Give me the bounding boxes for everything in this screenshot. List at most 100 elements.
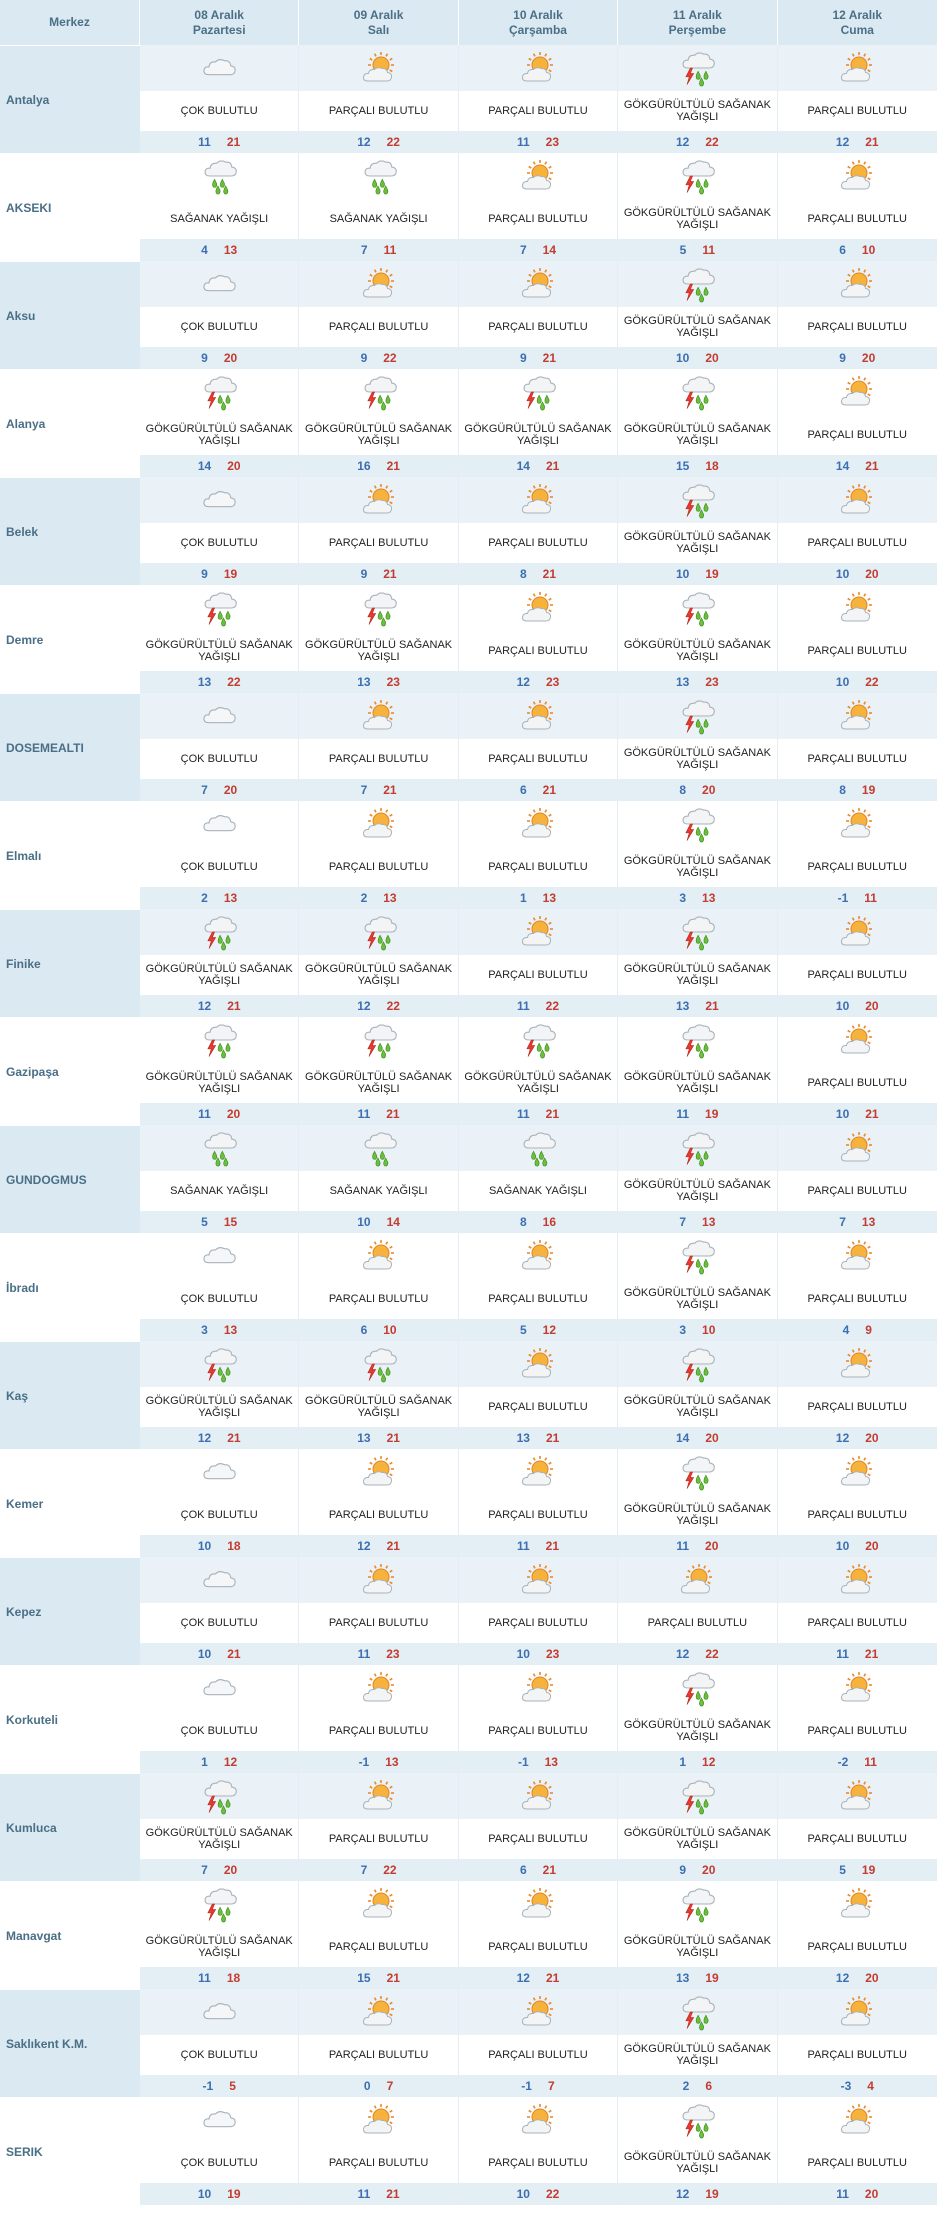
temperature-range: 6 10: [299, 1319, 458, 1341]
city-name[interactable]: Kaş: [0, 1341, 140, 1449]
high-temp: 13: [385, 1755, 399, 1769]
thunderstorm-icon: [618, 1449, 777, 1495]
day-cell: GÖKGÜRÜLTÜLÜ SAĞANAK YAĞIŞLI 13 23: [618, 585, 778, 693]
condition-label: PARÇALI BULUTLU: [777, 523, 937, 563]
day-cell: PARÇALI BULUTLU 6 21: [458, 1773, 619, 1881]
low-temp: 8: [519, 567, 527, 581]
low-temp: 7: [201, 1863, 208, 1877]
day-cell: GÖKGÜRÜLTÜLÜ SAĞANAK YAĞIŞLI 3 13: [618, 801, 778, 909]
low-temp: 11: [836, 1647, 849, 1661]
partly-cloudy-icon: [458, 1665, 618, 1711]
condition-label: PARÇALI BULUTLU: [777, 2035, 937, 2075]
low-temp: 4: [201, 243, 208, 257]
thunderstorm-icon: [458, 369, 618, 415]
day-cell: PARÇALI BULUTLU 7 14: [458, 153, 619, 261]
day-cell: PARÇALI BULUTLU 6 21: [458, 693, 619, 801]
condition-label: GÖKGÜRÜLTÜLÜ SAĞANAK YAĞIŞLI: [618, 523, 777, 563]
condition-label: PARÇALI BULUTLU: [299, 1279, 458, 1319]
table-row: Kepez ÇOK BULUTLU 10 21 PARÇALI BULUTLU 11 23 P…: [0, 1557, 937, 1665]
city-name[interactable]: Kumluca: [0, 1773, 140, 1881]
partly-cloudy-icon: [777, 585, 937, 631]
low-temp: 10: [835, 675, 850, 689]
temperature-range: 10 14: [299, 1211, 458, 1233]
table-row: Antalya ÇOK BULUTLU 11 21 PARÇALI BULUTLU 12 2…: [0, 45, 937, 153]
low-temp: 7: [519, 243, 527, 257]
condition-label: ÇOK BULUTLU: [140, 1711, 299, 1751]
city-name[interactable]: Belek: [0, 477, 140, 585]
condition-label: PARÇALI BULUTLU: [458, 847, 618, 887]
condition-label: GÖKGÜRÜLTÜLÜ SAĞANAK YAĞIŞLI: [458, 415, 618, 455]
condition-label: PARÇALI BULUTLU: [458, 739, 618, 779]
partly-cloudy-icon: [777, 1989, 937, 2035]
thunderstorm-icon: [618, 1125, 777, 1171]
temperature-range: 10 19: [618, 563, 777, 585]
high-temp: 21: [542, 567, 556, 581]
high-temp: 21: [383, 783, 397, 797]
temperature-range: 12 21: [140, 1427, 299, 1449]
table-row: GUNDOGMUS SAĞANAK YAĞIŞLI 5 15 SAĞANAK YAĞIŞ…: [0, 1125, 937, 1233]
day-cell: GÖKGÜRÜLTÜLÜ SAĞANAK YAĞIŞLI 5 11: [618, 153, 778, 261]
day-cell: PARÇALI BULUTLU 4 9: [777, 1233, 937, 1341]
city-name[interactable]: Demre: [0, 585, 140, 693]
temperature-range: 10 23: [458, 1643, 618, 1665]
temperature-range: 11 23: [299, 1643, 458, 1665]
city-name[interactable]: Antalya: [0, 45, 140, 153]
city-name[interactable]: Gazipaşa: [0, 1017, 140, 1125]
low-temp: 12: [516, 1971, 530, 1985]
day-cell: PARÇALI BULUTLU 11 21: [299, 2097, 459, 2205]
day-cell: PARÇALI BULUTLU 12 21: [777, 45, 937, 153]
partly-cloudy-icon: [777, 1125, 937, 1171]
high-temp: 4: [867, 2079, 874, 2093]
day-cell: GÖKGÜRÜLTÜLÜ SAĞANAK YAĞIŞLI 13 21: [618, 909, 778, 1017]
temperature-range: 8 16: [458, 1211, 618, 1233]
high-temp: 21: [705, 999, 719, 1013]
city-name[interactable]: Manavgat: [0, 1881, 140, 1989]
partly-cloudy-icon: [458, 1989, 618, 2035]
temperature-range: 10 21: [777, 1103, 937, 1125]
city-name[interactable]: İbradı: [0, 1233, 140, 1341]
city-name[interactable]: Korkuteli: [0, 1665, 140, 1773]
condition-label: PARÇALI BULUTLU: [458, 1279, 618, 1319]
day-cell: GÖKGÜRÜLTÜLÜ SAĞANAK YAĞIŞLI 15 18: [618, 369, 778, 477]
city-name[interactable]: Kepez: [0, 1557, 140, 1665]
temperature-range: 13 21: [458, 1427, 618, 1449]
condition-label: SAĞANAK YAĞIŞLI: [299, 199, 458, 239]
day-cell: PARÇALI BULUTLU 10 23: [458, 1557, 619, 1665]
day-cell: GÖKGÜRÜLTÜLÜ SAĞANAK YAĞIŞLI 2 6: [618, 1989, 778, 2097]
city-name[interactable]: GUNDOGMUS: [0, 1125, 140, 1233]
high-temp: 13: [544, 1755, 558, 1769]
low-temp: 11: [516, 1539, 530, 1553]
condition-label: PARÇALI BULUTLU: [777, 1495, 937, 1535]
city-name[interactable]: AKSEKI: [0, 153, 140, 261]
city-name[interactable]: Alanya: [0, 369, 140, 477]
partly-cloudy-icon: [299, 2097, 458, 2143]
partly-cloudy-icon: [777, 369, 937, 415]
condition-label: SAĞANAK YAĞIŞLI: [458, 1171, 618, 1211]
thunderstorm-icon: [618, 153, 777, 199]
partly-cloudy-icon: [458, 585, 618, 631]
city-name[interactable]: Elmalı: [0, 801, 140, 909]
day-cell: GÖKGÜRÜLTÜLÜ SAĞANAK YAĞIŞLI 11 21: [458, 1017, 619, 1125]
high-temp: 20: [223, 351, 238, 365]
condition-label: ÇOK BULUTLU: [140, 307, 299, 347]
city-name[interactable]: DOSEMEALTI: [0, 693, 140, 801]
header-weekday: Cuma: [840, 22, 874, 37]
day-cell: PARÇALI BULUTLU 7 13: [777, 1125, 937, 1233]
temperature-range: 5 12: [458, 1319, 618, 1341]
city-name[interactable]: Kemer: [0, 1449, 140, 1557]
city-name[interactable]: Finike: [0, 909, 140, 1017]
table-row: DOSEMEALTI ÇOK BULUTLU 7 20 PARÇALI BULUTLU 7…: [0, 693, 937, 801]
low-temp: 10: [835, 999, 850, 1013]
temperature-range: -1 11: [777, 887, 937, 909]
city-name[interactable]: Aksu: [0, 261, 140, 369]
day-cell: PARÇALI BULUTLU 11 23: [299, 1557, 459, 1665]
city-name[interactable]: SERIK: [0, 2097, 140, 2205]
low-temp: 13: [676, 999, 690, 1013]
low-temp: 3: [679, 1323, 687, 1337]
high-temp: 20: [864, 2187, 879, 2201]
condition-label: GÖKGÜRÜLTÜLÜ SAĞANAK YAĞIŞLI: [618, 1711, 777, 1751]
low-temp: 11: [676, 1107, 690, 1121]
city-name[interactable]: Saklıkent K.M.: [0, 1989, 140, 2097]
